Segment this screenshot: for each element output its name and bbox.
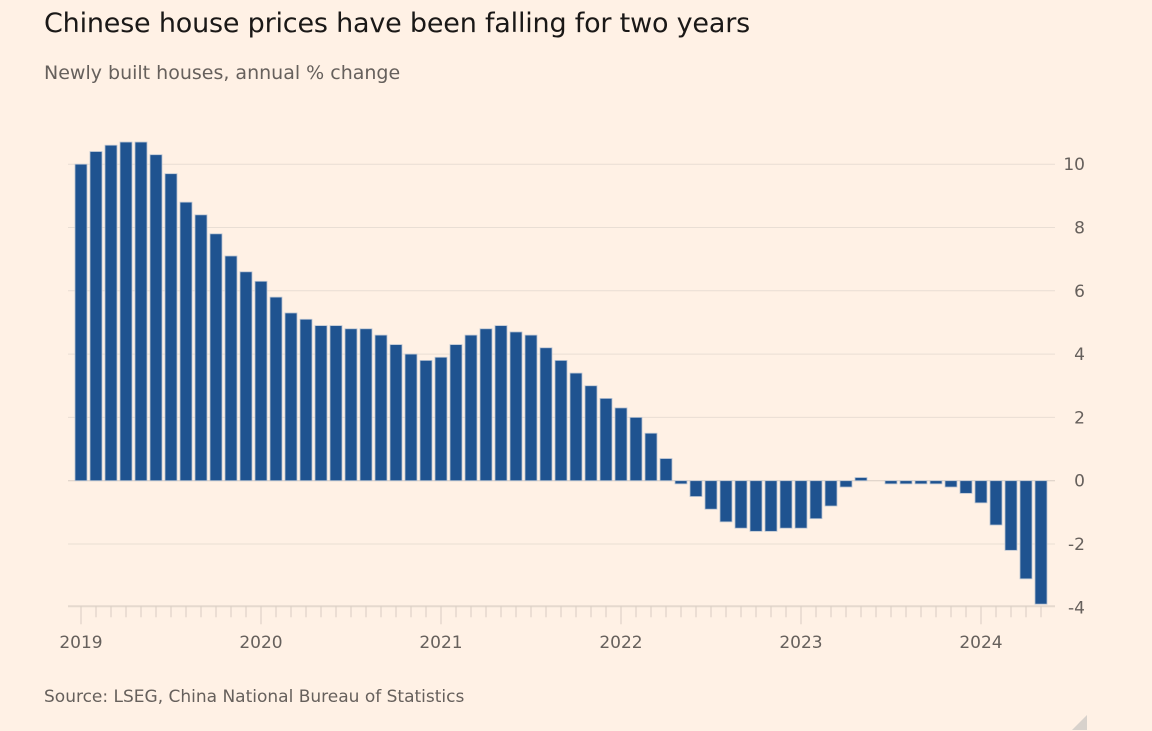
y-tick-label: -2 bbox=[1068, 535, 1085, 555]
bar-2023-12 bbox=[959, 480, 973, 494]
bar-2021-06 bbox=[509, 331, 523, 482]
bar-2021-12 bbox=[599, 398, 613, 482]
bar-2022-04 bbox=[659, 458, 673, 482]
bar-2021-11 bbox=[584, 385, 598, 482]
bar-2022-08 bbox=[719, 480, 733, 523]
x-axis: 2019 2020 2021 2022 2023 2024 bbox=[59, 605, 1055, 653]
bar-2022-01 bbox=[614, 407, 628, 482]
bar-2023-04 bbox=[839, 480, 853, 488]
bar-2020-11 bbox=[404, 353, 418, 482]
y-tick-label: 8 bbox=[1074, 219, 1085, 239]
bar-2021-05 bbox=[494, 325, 508, 482]
bar-2023-08 bbox=[899, 480, 913, 485]
bar-2022-05 bbox=[674, 480, 688, 485]
bar-2023-09 bbox=[914, 480, 928, 485]
bar-2021-10 bbox=[569, 372, 583, 482]
bar-2021-02 bbox=[449, 344, 463, 482]
y-tick-label: -4 bbox=[1068, 598, 1085, 618]
bar-2020-07 bbox=[344, 328, 358, 482]
bar-2019-04 bbox=[119, 141, 133, 482]
bar-2022-03 bbox=[644, 432, 658, 482]
bar-2019-11 bbox=[224, 255, 238, 482]
x-tick-label: 2022 bbox=[599, 633, 642, 653]
bar-2022-07 bbox=[704, 480, 718, 510]
bar-2019-02 bbox=[89, 151, 103, 482]
bar-2023-10 bbox=[929, 480, 943, 485]
bar-2021-03 bbox=[464, 334, 478, 482]
bar-2020-03 bbox=[284, 312, 298, 482]
x-tick-label: 2024 bbox=[959, 633, 1002, 653]
x-tick-label: 2019 bbox=[59, 633, 102, 653]
bar-2019-10 bbox=[209, 233, 223, 482]
bar-2019-06 bbox=[149, 154, 163, 482]
bar-2020-01 bbox=[254, 280, 268, 482]
bar-2022-12 bbox=[779, 480, 793, 529]
bar-2019-12 bbox=[239, 271, 253, 482]
bar-2024-05 bbox=[1034, 480, 1048, 605]
resize-handle-icon[interactable] bbox=[1072, 715, 1087, 730]
bar-2024-02 bbox=[989, 480, 1003, 526]
bar-2022-10 bbox=[749, 480, 763, 532]
bar-2019-07 bbox=[164, 173, 178, 482]
bar-2019-08 bbox=[179, 201, 193, 482]
bar-2022-11 bbox=[764, 480, 778, 532]
bar-2021-07 bbox=[524, 334, 538, 482]
bar-2023-05 bbox=[854, 477, 868, 482]
y-tick-label: 0 bbox=[1074, 472, 1085, 492]
bars bbox=[74, 141, 1048, 605]
bar-2020-12 bbox=[419, 360, 433, 482]
bar-2024-03 bbox=[1004, 480, 1018, 551]
bar-2019-05 bbox=[134, 141, 148, 482]
bar-2024-04 bbox=[1019, 480, 1033, 580]
bar-2020-10 bbox=[389, 344, 403, 482]
bar-2019-09 bbox=[194, 214, 208, 482]
y-tick-label: 4 bbox=[1074, 345, 1085, 365]
bar-2023-02 bbox=[809, 480, 823, 520]
bar-2023-11 bbox=[944, 480, 958, 488]
bar-2020-02 bbox=[269, 296, 283, 482]
bar-2020-04 bbox=[299, 318, 313, 482]
y-tick-label: 10 bbox=[1063, 155, 1085, 175]
x-tick-label: 2021 bbox=[419, 633, 462, 653]
bar-2021-01 bbox=[434, 356, 448, 482]
bar-2020-06 bbox=[329, 325, 343, 482]
source-note: Source: LSEG, China National Bureau of S… bbox=[44, 687, 465, 707]
bar-2022-09 bbox=[734, 480, 748, 529]
bar-2020-05 bbox=[314, 325, 328, 482]
y-axis: 10 8 6 4 2 0 -2 -4 bbox=[1063, 155, 1085, 618]
x-tick-label: 2023 bbox=[779, 633, 822, 653]
bar-2023-03 bbox=[824, 480, 838, 507]
bar-2021-04 bbox=[479, 328, 493, 482]
chart-subtitle: Newly built houses, annual % change bbox=[44, 62, 401, 84]
bar-2022-06 bbox=[689, 480, 703, 497]
bar-2023-07 bbox=[884, 480, 898, 485]
bar-2020-09 bbox=[374, 334, 388, 482]
y-tick-label: 6 bbox=[1074, 282, 1085, 302]
bar-2019-01 bbox=[74, 163, 88, 482]
y-tick-label: 2 bbox=[1074, 408, 1085, 428]
bar-2022-02 bbox=[629, 416, 643, 482]
chart-title: Chinese house prices have been falling f… bbox=[44, 8, 750, 39]
x-tick-label: 2020 bbox=[239, 633, 282, 653]
bar-2021-08 bbox=[539, 347, 553, 482]
bar-2024-01 bbox=[974, 480, 988, 504]
bar-2019-03 bbox=[104, 144, 118, 482]
bar-2021-09 bbox=[554, 360, 568, 482]
bar-2023-01 bbox=[794, 480, 808, 529]
bar-2020-08 bbox=[359, 328, 373, 482]
